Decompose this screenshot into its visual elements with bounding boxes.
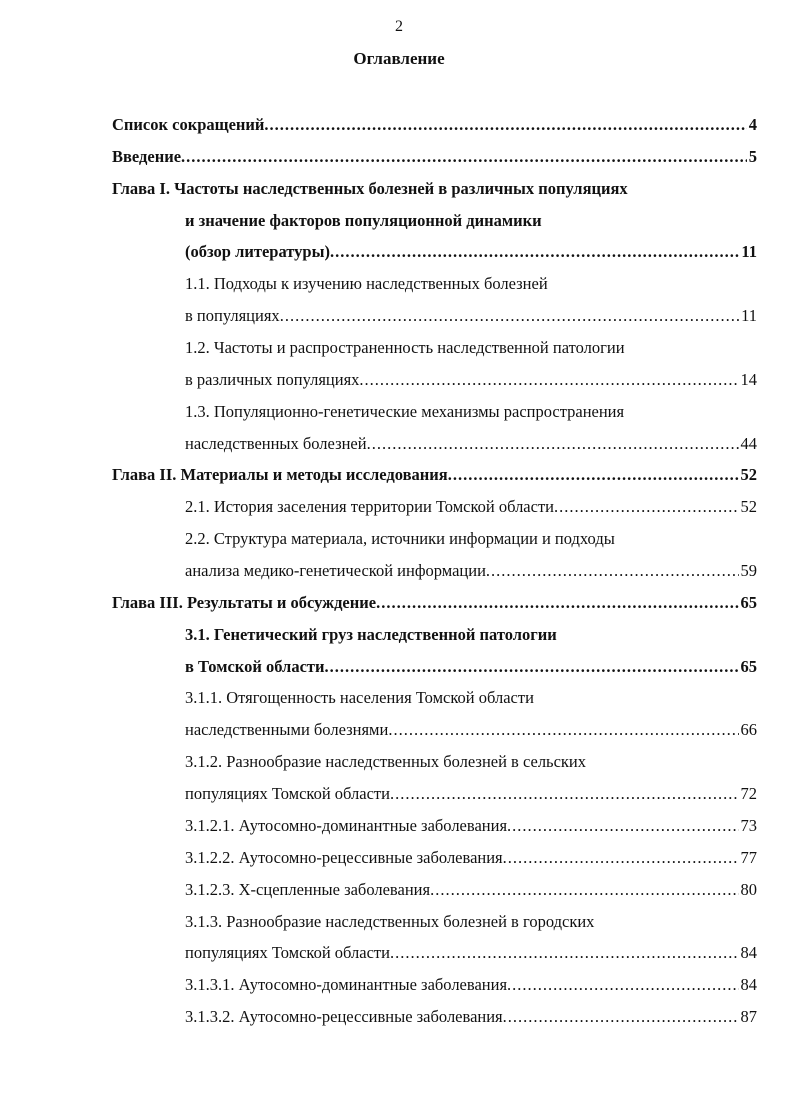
toc-entry-page: 11 — [741, 242, 757, 262]
toc-entry-title: в различных популяциях — [185, 369, 360, 389]
toc-entry: 3.1.2.2. Аутосомно-рецессивные заболеван… — [185, 843, 757, 873]
toc-entry-title: популяциях Томской области — [185, 943, 390, 963]
toc-entry-title: 3.1. Генетический груз наследственной па… — [185, 624, 557, 644]
toc-entry: Введение 5 — [112, 142, 757, 172]
dot-leader — [507, 811, 738, 841]
toc-entry: 1.3. Популяционно-генетические механизмы… — [185, 397, 624, 427]
toc-entry: 3.1.2. Разнообразие наследственных болез… — [185, 747, 586, 777]
toc-entry: Глава I. Частоты наследственных болезней… — [112, 174, 628, 204]
toc-entry-title: 2.2. Структура материала, источники инфо… — [185, 529, 615, 549]
toc-entry-title: 3.1.2. Разнообразие наследственных болез… — [185, 752, 587, 772]
toc-entry: в популяциях 11 — [185, 301, 757, 331]
toc-entry-page: 11 — [741, 306, 757, 326]
dot-leader — [503, 1002, 739, 1032]
toc-entry-title: 3.1.3. Разнообразие наследственных болез… — [185, 911, 595, 931]
dot-leader — [503, 843, 739, 873]
toc-entry-page: 87 — [740, 1007, 758, 1027]
toc-entry-title: 3.1.2.2. Аутосомно-рецессивные заболеван… — [185, 847, 503, 867]
toc-entry-page: 77 — [740, 847, 758, 867]
dot-leader — [181, 142, 747, 172]
toc-entry: 1.2. Частоты и распространенность наслед… — [185, 333, 625, 363]
dot-leader — [388, 715, 738, 745]
dot-leader — [430, 875, 738, 905]
toc-entry-page: 44 — [740, 433, 758, 453]
toc-entry-title: 3.1.3.2. Аутосомно-рецессивные заболеван… — [185, 1007, 503, 1027]
toc-entry-page: 72 — [740, 784, 758, 804]
toc-entry: 3.1. Генетический груз наследственной па… — [185, 620, 557, 650]
toc-entry-title: 3.1.2.1. Аутосомно-доминантные заболеван… — [185, 815, 508, 835]
toc-entry-title: Глава I. Частоты наследственных болезней… — [112, 178, 628, 198]
dot-leader — [367, 429, 739, 459]
toc-entry-title: Список сокращений — [112, 115, 265, 134]
toc-entry-title: анализа медико-генетической информации — [185, 561, 486, 581]
toc-entry: анализа медико-генетической информации 59 — [185, 556, 757, 586]
toc-entry: 3.1.3.1. Аутосомно-доминантные заболеван… — [185, 970, 757, 1000]
dot-leader — [325, 652, 739, 682]
toc-entry-page: 65 — [740, 592, 758, 612]
toc-entry: наследственных болезней 44 — [185, 429, 757, 459]
toc-entry: 3.1.3. Разнообразие наследственных болез… — [185, 907, 594, 937]
toc-entry-title: 1.2. Частоты и распространенность наслед… — [185, 338, 625, 358]
toc-entry-title: и значение факторов популяционной динами… — [185, 210, 542, 230]
toc-entry-page: 80 — [740, 879, 758, 899]
dot-leader — [264, 110, 746, 140]
toc-entry: 1.1. Подходы к изучению наследственных б… — [185, 269, 548, 299]
toc-entry-page: 52 — [740, 465, 758, 485]
toc-title: Оглавление — [353, 49, 445, 68]
dot-leader — [280, 301, 739, 331]
dot-leader — [448, 460, 739, 490]
toc-entry-title: наследственных болезней — [185, 433, 367, 453]
dot-leader — [390, 779, 739, 809]
toc-entry: 3.1.2.1. Аутосомно-доминантные заболеван… — [185, 811, 757, 841]
dot-leader — [390, 938, 739, 968]
toc-entry: 3.1.3.2. Аутосомно-рецессивные заболеван… — [185, 1002, 757, 1032]
page-number: 2 — [395, 18, 403, 35]
toc-entry-title: в популяциях — [185, 306, 280, 326]
toc-entry: в различных популяциях 14 — [185, 365, 757, 395]
dot-leader — [330, 237, 739, 267]
toc-entry: 2.1. История заселения территории Томско… — [185, 492, 757, 522]
toc-entry-page: 66 — [740, 720, 758, 740]
toc-entry-page: 14 — [740, 369, 758, 389]
toc-entry-title: популяциях Томской области — [185, 784, 390, 804]
toc-entry-title: 3.1.3.1. Аутосомно-доминантные заболеван… — [185, 975, 508, 995]
toc-entry: 2.2. Структура материала, источники инфо… — [185, 524, 615, 554]
toc-entry: (обзор литературы) 11 — [185, 237, 757, 267]
toc-entry: Список сокращений 4 — [112, 110, 757, 140]
dot-leader — [486, 556, 739, 586]
toc-entry-page: 5 — [748, 146, 757, 166]
dot-leader — [376, 588, 738, 618]
toc-entry-page: 65 — [740, 656, 758, 676]
toc-entry-page: 52 — [740, 497, 758, 517]
toc-entry: Глава II. Материалы и методы исследовани… — [112, 460, 757, 490]
toc-entry-page: 84 — [740, 975, 758, 995]
toc-entry-title: 3.1.2.3. Х-сцепленные заболевания — [185, 879, 431, 899]
toc-entry-title: Введение — [112, 146, 182, 166]
toc-entry: Глава III. Результаты и обсуждение 65 — [112, 588, 757, 618]
toc-entry-title: Глава II. Материалы и методы исследовани… — [112, 465, 448, 485]
toc-entry-page: 4 — [748, 115, 757, 134]
toc-entry-title: 2.1. История заселения территории Томско… — [185, 497, 554, 517]
dot-leader — [507, 970, 738, 1000]
toc-entry-title: Глава III. Результаты и обсуждение — [112, 592, 377, 612]
toc-entry: 3.1.2.3. Х-сцепленные заболевания 80 — [185, 875, 757, 905]
toc-entry: популяциях Томской области 84 — [185, 938, 757, 968]
toc-entry-title: 1.1. Подходы к изучению наследственных б… — [185, 274, 548, 294]
toc-entry: 3.1.1. Отягощенность населения Томской о… — [185, 683, 534, 713]
toc-entry-title: в Томской области — [185, 656, 325, 676]
toc-entry-page: 84 — [740, 943, 758, 963]
toc-entry-page: 59 — [740, 561, 758, 581]
dot-leader — [554, 492, 739, 522]
toc-entry: наследственными болезнями 66 — [185, 715, 757, 745]
toc-entry-title: (обзор литературы) — [185, 242, 330, 262]
toc-entry: и значение факторов популяционной динами… — [185, 206, 542, 236]
toc-entry-title: 1.3. Популяционно-генетические механизмы… — [185, 401, 625, 421]
toc-entry-page: 73 — [740, 815, 758, 835]
toc-entry: популяциях Томской области 72 — [185, 779, 757, 809]
toc-entry: в Томской области 65 — [185, 652, 757, 682]
toc-entry-title: 3.1.1. Отягощенность населения Томской о… — [185, 688, 534, 708]
dot-leader — [359, 365, 738, 395]
toc-entry-title: наследственными болезнями — [185, 720, 389, 740]
